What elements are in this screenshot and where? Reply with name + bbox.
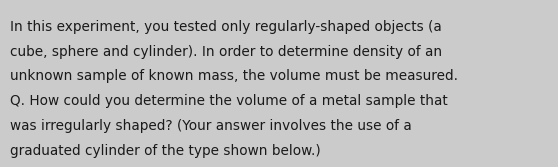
Text: cube, sphere and cylinder). In order to determine density of an: cube, sphere and cylinder). In order to …	[10, 45, 442, 59]
Text: unknown sample of known mass, the volume must be measured.: unknown sample of known mass, the volume…	[10, 69, 458, 84]
Text: In this experiment, you tested only regularly-shaped objects (a: In this experiment, you tested only regu…	[10, 20, 442, 34]
Text: Q. How could you determine the volume of a metal sample that: Q. How could you determine the volume of…	[10, 94, 448, 108]
Text: graduated cylinder of the type shown below.): graduated cylinder of the type shown bel…	[10, 144, 321, 158]
Text: was irregularly shaped? (Your answer involves the use of a: was irregularly shaped? (Your answer inv…	[10, 119, 412, 133]
